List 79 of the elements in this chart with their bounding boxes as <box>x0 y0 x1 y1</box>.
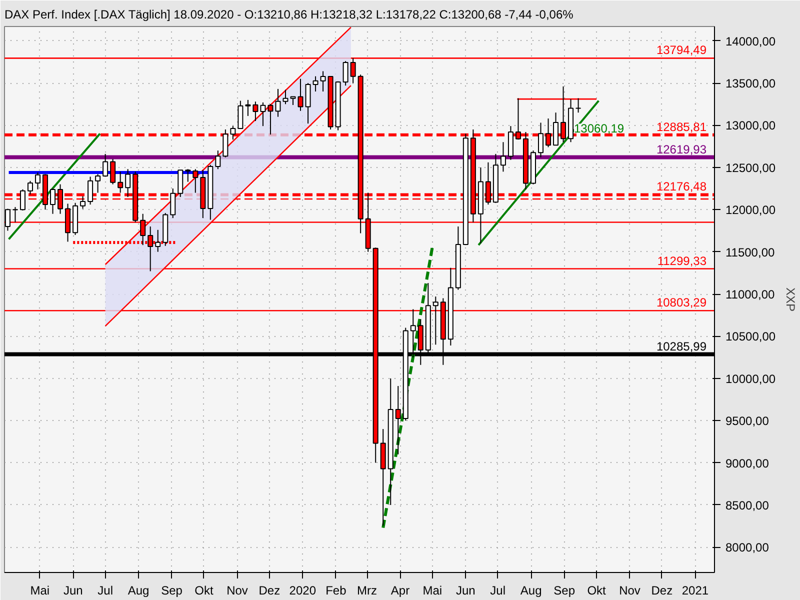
x-tick-label: Nov <box>619 584 640 598</box>
ref-line-label: 13794,49 <box>656 43 707 58</box>
candlestick <box>230 126 236 140</box>
candlestick <box>395 386 401 455</box>
y-tick-label: 8000,00 <box>726 540 770 555</box>
x-tick-label: Mrz <box>357 584 378 598</box>
candlestick <box>432 296 438 346</box>
candlestick <box>192 168 198 194</box>
candlestick <box>155 229 161 252</box>
ref-line-label: 12176,48 <box>656 180 707 194</box>
candlestick <box>34 172 40 190</box>
x-tick-label: Okt <box>194 584 214 598</box>
candlestick <box>275 88 281 118</box>
candlestick <box>88 176 94 206</box>
candlestick <box>538 122 544 158</box>
ref-line-label: 12619,93 <box>656 142 707 156</box>
x-tick-label: Okt <box>587 584 607 598</box>
y-tick-label: 10500,00 <box>726 330 776 344</box>
x-tick-label: Sep <box>554 584 576 598</box>
candlestick <box>125 168 131 198</box>
y-tick-label: 12000,00 <box>726 203 776 218</box>
y-tick-label: 10000,00 <box>726 372 776 386</box>
y-tick-label: 9500,00 <box>726 414 770 428</box>
ref-line-label: 10803,29 <box>656 296 707 310</box>
y-tick-label: 8500,00 <box>726 498 770 512</box>
candlestick <box>27 180 33 195</box>
x-tick-label: Mai <box>30 584 50 598</box>
candlestick <box>320 70 326 92</box>
x-tick-label: 2021 <box>682 584 709 598</box>
x-tick-label: Jul <box>490 584 506 598</box>
x-tick-label: Feb <box>326 584 347 598</box>
candlestick <box>238 100 244 130</box>
x-tick-label: Jul <box>98 584 113 598</box>
chart-title: DAX Perf. Index [.DAX Täglich] 18.09.2020 - O:13210,86 H:13218,32 L:13178,22 C:13200,68 -7,44 -0,06% <box>4 8 574 22</box>
candlestick <box>245 99 251 116</box>
candlestick <box>102 153 108 178</box>
y-tick-label: 13500,00 <box>726 76 776 91</box>
candlestick <box>553 112 559 146</box>
y-axis-title: XXP <box>784 287 798 312</box>
candlestick <box>312 76 318 92</box>
x-tick-label: 2020 <box>289 584 316 598</box>
y-tick-label: 12500,00 <box>726 160 776 175</box>
candlestick <box>110 158 116 185</box>
candlestick <box>50 188 56 214</box>
annotation: 13060,19 <box>574 122 624 136</box>
candlestick <box>95 174 101 194</box>
candlestick <box>268 104 274 136</box>
y-tick-label: 11000,00 <box>726 288 775 302</box>
x-tick-label: Sep <box>161 584 183 598</box>
candlestick <box>342 60 348 86</box>
candlestick <box>282 89 288 105</box>
candlestick <box>222 128 228 158</box>
x-tick-label: Nov <box>226 584 248 598</box>
x-tick-label: Aug <box>520 584 542 598</box>
candlestick <box>298 78 304 112</box>
candlestick <box>260 102 266 127</box>
ref-line-label: 11299,33 <box>657 254 707 268</box>
y-tick-label: 9000,00 <box>726 456 770 470</box>
candlestick <box>252 101 258 122</box>
y-tick-label: 14000,00 <box>726 34 776 48</box>
candlestick <box>170 188 176 219</box>
candlestick <box>215 150 221 170</box>
x-tick-label: Jun <box>456 584 476 598</box>
x-tick-label: Jun <box>63 584 83 598</box>
candlestick <box>185 168 191 182</box>
candlestick <box>178 169 184 198</box>
candlestick <box>305 82 311 124</box>
ref-line-label: 10285,99 <box>656 339 707 354</box>
x-tick-label: Dez <box>258 584 280 598</box>
y-tick-label: 13000,00 <box>726 118 776 133</box>
x-tick-label: Aug <box>128 584 150 598</box>
y-tick-label: 11500,00 <box>726 245 775 260</box>
candlestick <box>80 196 86 210</box>
ref-line-label: 12885,81 <box>656 120 707 134</box>
x-tick-label: Dez <box>651 584 673 598</box>
candlestick <box>20 188 26 211</box>
x-tick-label: Mai <box>422 584 442 598</box>
candlestick <box>500 142 506 172</box>
x-tick-label: Apr <box>390 584 410 598</box>
